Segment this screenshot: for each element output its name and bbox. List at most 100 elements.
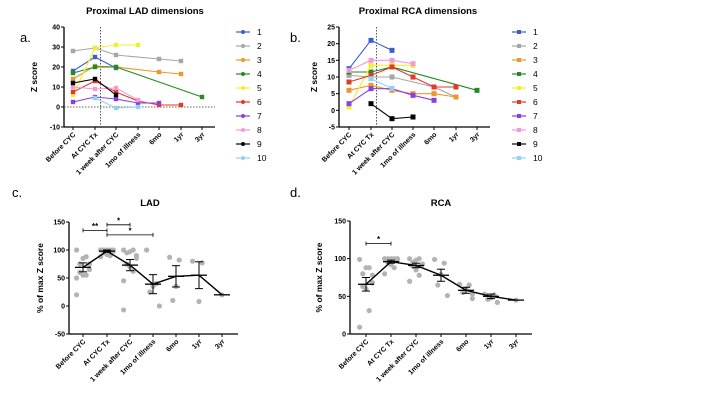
data-point (368, 76, 374, 82)
y-tick-label: 100 (53, 248, 65, 255)
legend-swatch-marker (241, 156, 245, 160)
error-bar (358, 277, 374, 292)
series-3 (346, 82, 459, 100)
significance-label: * (117, 216, 121, 225)
series-3 (70, 63, 184, 82)
data-point (135, 100, 141, 106)
legend-item-9: 9 (512, 139, 538, 149)
data-point (199, 260, 205, 266)
series-line (349, 66, 478, 91)
data-point (407, 278, 413, 284)
data-point (70, 48, 76, 54)
data-point (178, 58, 184, 64)
error-bar (122, 259, 138, 272)
legend-swatch-marker (517, 128, 521, 132)
error-bar (458, 286, 474, 294)
data-point (410, 92, 416, 98)
y-tick-label: -10 (50, 125, 60, 132)
legend-item-5: 5 (512, 83, 538, 93)
data-point (432, 256, 438, 263)
data-point (178, 102, 184, 108)
y-tick-label: 10 (52, 85, 60, 92)
legend-item-3: 3 (512, 55, 538, 65)
data-point (453, 94, 459, 100)
data-point (70, 84, 76, 90)
y-tick-label: 0 (56, 105, 60, 112)
panel-label-d: d. (290, 185, 301, 200)
x-tick-label: 1yr (191, 338, 204, 351)
data-point (83, 272, 89, 278)
x-tick-label: 3yr (194, 131, 207, 144)
data-point (113, 89, 119, 95)
error-bar (433, 268, 449, 282)
legend-label: 2 (257, 41, 262, 51)
data-point (410, 61, 416, 67)
series-line (72, 65, 182, 80)
panel-label-c: c. (12, 185, 22, 200)
data-point (74, 247, 80, 253)
data-point (453, 84, 459, 90)
data-point (469, 295, 475, 302)
legend-label: 4 (533, 69, 538, 79)
data-point (435, 282, 441, 288)
legend-label: 3 (257, 55, 262, 65)
series-2 (70, 45, 184, 64)
data-point (413, 267, 419, 273)
significance-bracket: ** (82, 222, 108, 233)
significance-bracket: * (365, 235, 392, 246)
series-9 (70, 76, 119, 98)
data-point (121, 307, 127, 313)
y-tick-label: 150 (334, 219, 346, 226)
data-point (368, 86, 374, 92)
y-axis-label: % of max Z score (314, 242, 324, 312)
y-tick-label: 50 (338, 294, 346, 301)
data-point (92, 76, 98, 82)
legend-label: 9 (257, 139, 262, 149)
legend-swatch-marker (241, 86, 245, 90)
legend-item-10: 10 (236, 153, 267, 163)
error-bar (483, 293, 499, 300)
data-point (70, 76, 76, 82)
data-point (113, 42, 119, 48)
data-point (70, 92, 76, 98)
y-tick-label: 25 (327, 25, 335, 32)
data-point (80, 255, 86, 261)
data-point (70, 99, 76, 105)
data-point (176, 257, 182, 263)
legend-swatch-marker (241, 72, 245, 76)
data-point (389, 74, 395, 80)
legend-label: 7 (257, 111, 262, 121)
y-tick-label: 20 (52, 65, 60, 72)
y-tick-label: 5 (331, 91, 335, 98)
data-point (135, 104, 141, 110)
data-point (416, 272, 422, 278)
data-point (410, 259, 416, 266)
error-bar (168, 265, 184, 288)
data-point (190, 258, 196, 264)
panel-label-b: b. (290, 30, 301, 45)
x-tick-label: Before CYC (338, 338, 370, 370)
series-6 (346, 64, 459, 90)
data-point (113, 92, 119, 98)
x-tick-label: 1yr (483, 338, 496, 351)
data-point (346, 72, 352, 78)
data-point (410, 114, 416, 120)
y-tick-label: -50 (55, 332, 65, 339)
chart-title: RCA (431, 198, 452, 209)
data-point (368, 69, 374, 75)
legend-swatch-marker (241, 58, 245, 62)
data-point (92, 95, 98, 101)
significance-bracket: * (106, 216, 131, 227)
legend-item-7: 7 (512, 111, 538, 121)
x-tick-label: 3yr (508, 338, 521, 351)
x-tick-label: 6mo (148, 131, 163, 146)
significance-label: * (128, 226, 132, 235)
y-tick-label: 15 (327, 58, 335, 65)
data-point (410, 74, 416, 80)
legend-swatch-marker (517, 100, 521, 104)
data-point (389, 47, 395, 53)
series-line (348, 59, 414, 71)
y-axis-label: % of max Z score (35, 243, 45, 313)
